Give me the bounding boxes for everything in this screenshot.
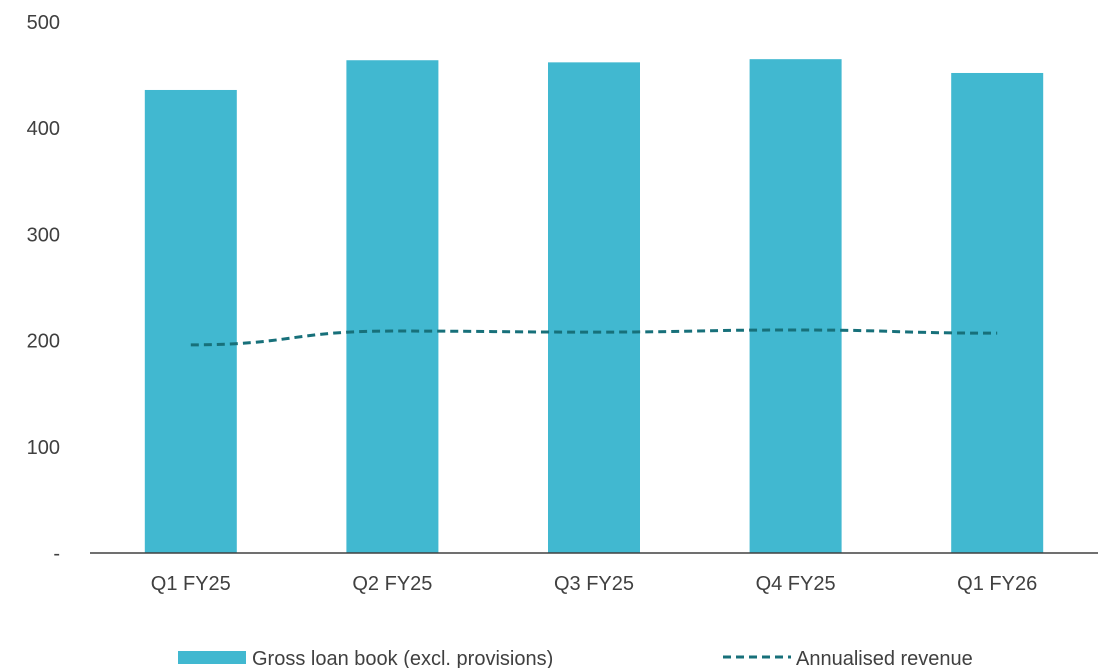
x-tick-label: Q1 FY25	[151, 573, 231, 595]
annualised-revenue-line	[190, 328, 998, 347]
y-tick-label: 400	[27, 118, 60, 140]
legend-swatch-gross-loan-book	[178, 651, 246, 664]
bar-q4-fy25	[749, 59, 842, 554]
legend-label-gross-loan-book: Gross loan book (excl. provisions)	[252, 648, 553, 668]
y-tick-label: 300	[27, 224, 60, 246]
legend: Gross loan book (excl. provisions) Annua…	[178, 648, 973, 668]
bar-q1-fy25	[144, 89, 237, 553]
y-tick-label: 200	[27, 331, 60, 353]
x-tick-label: Q3 FY25	[554, 573, 634, 595]
x-axis-ticks: Q1 FY25 Q2 FY25 Q3 FY25 Q4 FY25 Q1 FY26	[151, 573, 1037, 595]
y-tick-label: 500	[27, 12, 60, 34]
y-axis-ticks: - 100 200 300 400 500	[27, 12, 60, 565]
legend-label-annualised-revenue: Annualised revenue	[796, 648, 973, 668]
y-tick-label: -	[53, 543, 60, 565]
x-tick-label: Q1 FY26	[957, 573, 1037, 595]
bar-q2-fy25	[346, 60, 439, 554]
bar-q1-fy26	[951, 72, 1044, 553]
x-tick-label: Q4 FY25	[756, 573, 836, 595]
x-tick-label: Q2 FY25	[352, 573, 432, 595]
bar-q3-fy25	[548, 62, 640, 554]
bar-series	[144, 59, 1044, 554]
y-tick-label: 100	[27, 437, 60, 459]
